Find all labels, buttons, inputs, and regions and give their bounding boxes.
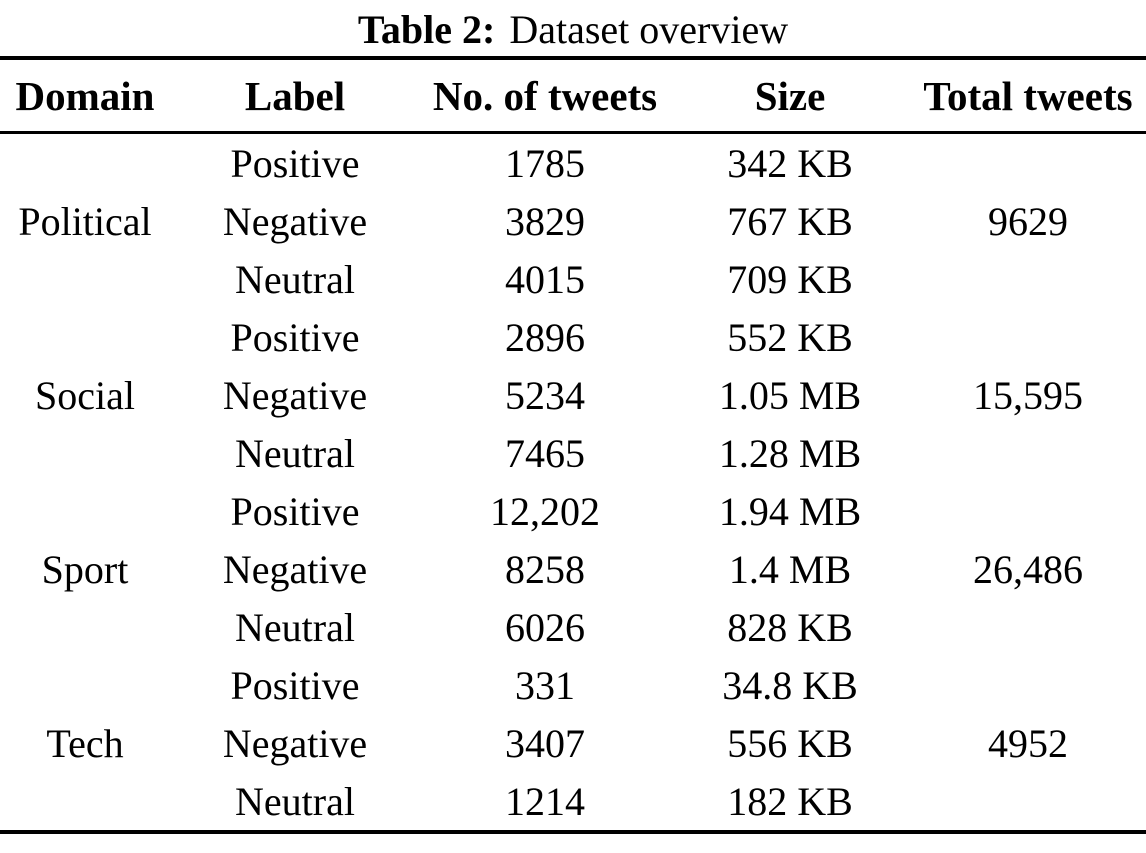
table-row: Social Positive 2896 552 KB 15,595 [0,308,1146,418]
count-cell: 4015 [505,256,585,302]
label-cell: Positive [230,662,360,708]
table-caption-label: Table 2: [357,7,496,52]
table-caption: Table 2: Dataset overview [0,0,1146,56]
size-cell: 34.8 KB [722,662,858,708]
total-cell: 26,486 [973,546,1083,592]
size-cell: 1.94 MB [718,488,862,534]
label-cell: Positive [230,140,360,186]
size-cell: 552 KB [727,314,853,360]
dataset-overview-table: Domain Label No. of tweets Size Total tw… [0,56,1146,834]
count-cell: 1214 [505,778,585,824]
domain-cell: Social [35,372,135,418]
size-cell: 709 KB [727,256,853,302]
table-row: Negative 8258 1.4 MB [0,540,1146,598]
table-row: Neutral 1214 182 KB [0,772,1146,832]
size-cell: 342 KB [727,140,853,186]
size-cell: 182 KB [727,778,853,824]
size-cell: 828 KB [727,604,853,650]
size-cell: 1.28 MB [718,430,862,476]
column-header-no-of-tweets: No. of tweets [420,58,670,134]
table-row: Neutral 4015 709 KB [0,250,1146,308]
label-cell: Positive [230,314,360,360]
count-cell: 3407 [505,720,585,766]
table-row: Negative 5234 1.05 MB [0,366,1146,424]
label-cell: Neutral [235,256,355,302]
total-cell: 4952 [988,720,1068,766]
count-cell: 6026 [505,604,585,650]
count-cell: 3829 [505,198,585,244]
table-header-row: Domain Label No. of tweets Size Total tw… [0,58,1146,134]
count-cell: 331 [515,662,575,708]
table-row: Negative 3829 767 KB [0,192,1146,250]
count-cell: 7465 [505,430,585,476]
count-cell: 8258 [505,546,585,592]
table-row: Sport Positive 12,202 1.94 MB 26,486 [0,482,1146,592]
size-cell: 767 KB [727,198,853,244]
size-cell: 556 KB [727,720,853,766]
column-header-domain: Domain [0,58,170,134]
size-cell: 1.05 MB [718,372,862,418]
label-cell: Neutral [235,604,355,650]
table-row: Neutral 6026 828 KB [0,598,1146,656]
column-header-size: Size [670,58,910,134]
label-cell: Negative [222,198,368,244]
domain-cell: Tech [46,720,124,766]
table-row: Tech Positive 331 34.8 KB 4952 [0,656,1146,766]
table-row: Political Positive 1785 342 KB 9629 [0,133,1146,244]
size-cell: 1.4 MB [728,546,852,592]
table-body: Political Positive 1785 342 KB 9629 Negative 3… [0,133,1146,833]
total-cell: 9629 [988,198,1068,244]
label-cell: Negative [222,546,368,592]
column-header-total-tweets: Total tweets [910,58,1146,134]
table-row: Negative 3407 556 KB [0,714,1146,772]
label-cell: Negative [222,720,368,766]
label-cell: Neutral [235,430,355,476]
count-cell: 1785 [505,140,585,186]
table-row: Neutral 7465 1.28 MB [0,424,1146,482]
domain-cell: Sport [41,546,129,592]
table-caption-text: Dataset overview [509,7,789,52]
label-cell: Neutral [235,778,355,824]
count-cell: 5234 [505,372,585,418]
label-cell: Negative [222,372,368,418]
count-cell: 2896 [505,314,585,360]
label-cell: Positive [230,488,360,534]
count-cell: 12,202 [490,488,600,534]
domain-cell: Political [18,198,152,244]
total-cell: 15,595 [973,372,1083,418]
column-header-label: Label [170,58,420,134]
